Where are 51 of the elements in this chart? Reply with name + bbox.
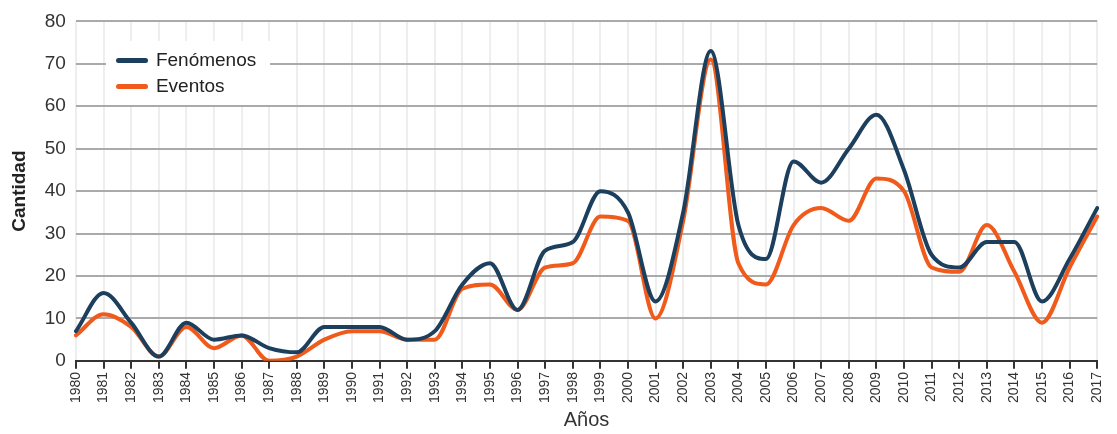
x-tick-label: 1996 <box>508 371 525 404</box>
x-tick-label: 1991 <box>370 371 387 404</box>
y-tick-label: 30 <box>44 221 66 243</box>
x-tick-label: 2008 <box>839 371 856 404</box>
x-tick-label: 2011 <box>922 371 939 402</box>
x-tick-label: 1999 <box>591 371 608 404</box>
x-tick-label: 1987 <box>260 371 277 404</box>
x-tick-label: 1981 <box>94 371 111 404</box>
x-tick-label: 2014 <box>1005 371 1022 404</box>
x-axis-title: Años <box>563 407 610 430</box>
x-tick-label: 1992 <box>398 371 415 404</box>
y-axis-title: Cantidad <box>7 150 29 232</box>
x-tick-label: 2003 <box>701 371 718 404</box>
y-tick-label: 20 <box>44 264 66 286</box>
x-tick-label: 2007 <box>812 371 829 404</box>
x-tick-label: 2000 <box>618 371 635 404</box>
legend-label: Fenómenos <box>155 48 257 73</box>
y-tick-label: 0 <box>55 349 66 371</box>
x-tick-label: 1980 <box>66 371 83 404</box>
y-tick-label: 80 <box>44 9 66 31</box>
x-tick-label: 1998 <box>563 371 580 404</box>
x-tick-label: 2006 <box>784 371 801 404</box>
x-tick-label: 2012 <box>950 371 967 404</box>
x-tick-label: 1994 <box>453 371 470 404</box>
x-tick-label: 1988 <box>287 371 304 404</box>
x-tick-label: 1986 <box>232 371 249 404</box>
x-tick-label: 1985 <box>204 371 221 404</box>
x-tick-label: 1990 <box>342 371 359 404</box>
x-tick-label: 2004 <box>729 371 746 404</box>
x-tick-label: 2016 <box>1060 371 1077 404</box>
x-tick-label: 2001 <box>646 371 663 404</box>
x-tick-label: 2002 <box>674 371 691 404</box>
x-tick-label: 1984 <box>177 371 194 404</box>
y-tick-label: 70 <box>44 52 66 74</box>
legend-label: Eventos <box>155 74 225 99</box>
x-tick-label: 1993 <box>425 371 442 404</box>
x-tick-label: 1982 <box>122 371 138 404</box>
y-tick-label: 10 <box>44 306 66 328</box>
x-tick-label: 2010 <box>894 371 911 404</box>
x-tick-label: 1997 <box>536 371 553 404</box>
x-tick-label: 2009 <box>867 371 884 404</box>
y-tick-label: 40 <box>44 179 66 201</box>
x-tick-label: 2015 <box>1032 371 1049 404</box>
x-tick-label: 2017 <box>1088 371 1105 404</box>
x-tick-label: 1983 <box>149 371 166 404</box>
x-tick-label: 1995 <box>480 371 497 404</box>
x-tick-label: 2005 <box>756 371 773 404</box>
y-tick-label: 50 <box>44 136 66 158</box>
y-tick-label: 60 <box>44 94 66 116</box>
x-tick-label: 1989 <box>315 371 332 404</box>
x-tick-label: 2013 <box>977 371 994 404</box>
